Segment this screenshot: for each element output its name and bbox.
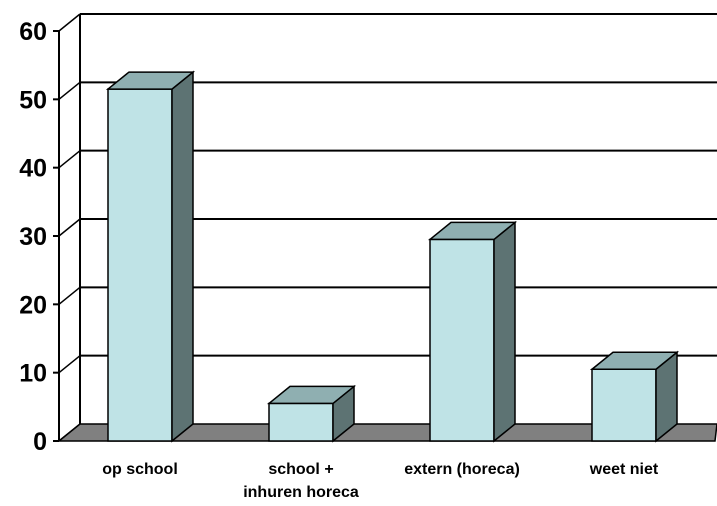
bar-side (493, 220, 516, 443)
bar-top (427, 221, 518, 241)
chart-floor (56, 423, 717, 442)
bar-front (591, 368, 657, 442)
x-tick-labels: op school school + inhuren horeca extern (h… (102, 461, 659, 501)
bar (105, 70, 196, 443)
gridline-depth (58, 286, 81, 305)
bar-side (171, 70, 194, 443)
bar (589, 350, 680, 443)
bar-front (268, 402, 334, 442)
x-tick-label-line: weet niet (589, 461, 659, 478)
bar-top (589, 351, 680, 370)
gridline-depth (58, 13, 81, 32)
gridline-depth (58, 150, 81, 169)
x-tick-label-line: extern (horeca) (404, 461, 520, 478)
gridline-depth (58, 81, 81, 100)
bar-front (107, 88, 173, 442)
y-tick-labels: 0 10 20 30 40 50 60 (19, 18, 47, 456)
bar (266, 384, 357, 443)
x-tick-label: extern (horeca) (404, 461, 520, 478)
x-tick-label-line: op school (102, 461, 178, 478)
x-tick-label-line: school + (268, 461, 333, 478)
bar-front (429, 238, 495, 442)
y-tick-label: 50 (19, 86, 47, 114)
gridline-depth (58, 218, 81, 237)
floor (56, 423, 717, 442)
x-tick-label-line: inhuren horeca (243, 484, 359, 501)
bar-top (266, 385, 357, 405)
y-tick-label: 0 (33, 428, 47, 456)
x-tick-label: op school (102, 461, 178, 478)
bar-top (105, 71, 196, 90)
y-tick-label: 40 (19, 155, 47, 183)
y-axis (53, 30, 60, 442)
y-tick-label: 20 (19, 291, 47, 319)
y-tick-label: 30 (19, 223, 47, 251)
bar (427, 220, 518, 443)
x-tick-label: weet niet (589, 461, 659, 478)
gridline-depth (58, 355, 81, 374)
x-tick-label: school + inhuren horeca (243, 461, 359, 501)
y-tick-label: 60 (19, 18, 47, 46)
y-tick-label: 10 (19, 360, 47, 388)
bars (105, 70, 680, 443)
